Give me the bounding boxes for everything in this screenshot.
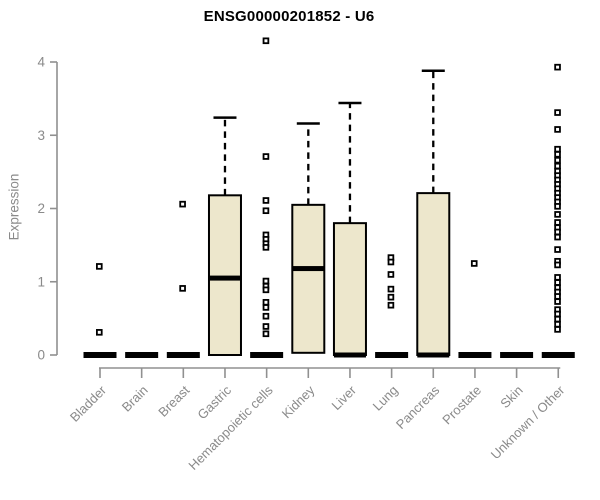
y-tick-label-2: 2: [37, 201, 45, 216]
outlier-point-prostate: [470, 260, 478, 267]
outlier-point-unknown-other: [554, 219, 561, 226]
outlier-point-bladder: [96, 263, 103, 270]
x-tick-label-bladder: Bladder: [67, 382, 110, 425]
x-tick-label-breast: Breast: [155, 382, 192, 419]
outlier-point-bladder: [96, 329, 103, 336]
outlier-point-unknown-other: [554, 211, 561, 218]
median-line-pancreas: [417, 352, 450, 358]
outlier-point-unknown-other: [554, 228, 561, 236]
outlier-point-unknown-other: [554, 203, 561, 210]
outlier-point-hematopoietic-cells: [262, 286, 270, 294]
outlier-point-unknown-other: [554, 156, 561, 164]
outlier-point-hematopoietic-cells: [262, 244, 270, 251]
box-kidney: [291, 203, 326, 354]
outlier-point-hematopoietic-cells: [262, 277, 270, 285]
x-tick-label-kidney: Kidney: [279, 382, 318, 421]
outlier-point-lung: [387, 258, 395, 266]
outlier-point-unknown-other: [554, 298, 561, 305]
outlier-point-unknown-other: [554, 162, 561, 170]
outlier-point-hematopoietic-cells: [262, 298, 270, 306]
y-tick-label-1: 1: [37, 274, 45, 289]
outlier-point-unknown-other: [554, 261, 561, 269]
zero-bar-hematopoietic-cells: [250, 352, 284, 358]
x-tick-label-prostate: Prostate: [439, 383, 484, 428]
outlier-point-unknown-other: [554, 109, 561, 116]
box-liver: [332, 222, 367, 356]
outlier-point-unknown-other: [554, 293, 561, 300]
zero-bar-brain: [125, 352, 159, 358]
zero-bar-unknown-other: [541, 352, 575, 358]
outlier-point-lung: [387, 301, 395, 309]
outlier-point-unknown-other: [554, 310, 561, 318]
outlier-point-hematopoietic-cells: [262, 304, 270, 311]
zero-bar-lung: [375, 352, 409, 358]
outlier-point-unknown-other: [554, 63, 561, 71]
chart-title: ENSG00000201852 - U6: [203, 8, 375, 25]
box-pancreas: [416, 192, 451, 356]
outlier-point-unknown-other: [554, 145, 561, 153]
median-line-liver: [333, 352, 366, 358]
outlier-point-unknown-other: [554, 233, 561, 241]
zero-bar-prostate: [458, 352, 492, 358]
outlier-point-breast: [179, 200, 186, 208]
zero-bar-breast: [166, 352, 200, 358]
zero-bar-skin: [500, 352, 534, 358]
x-tick-label-lung: Lung: [370, 383, 401, 414]
outlier-point-lung: [387, 271, 395, 278]
outlier-point-unknown-other: [554, 315, 561, 323]
outlier-point-hematopoietic-cells: [262, 312, 270, 320]
x-tick-label-gastric: Gastric: [194, 382, 234, 422]
x-tick-label-brain: Brain: [119, 383, 151, 415]
outlier-point-hematopoietic-cells: [262, 323, 270, 330]
outlier-point-unknown-other: [554, 126, 561, 133]
x-tick-label-pancreas: Pancreas: [393, 382, 443, 432]
outlier-point-unknown-other: [554, 274, 561, 281]
outlier-point-lung: [387, 285, 395, 293]
outlier-point-unknown-other: [554, 151, 561, 158]
outlier-point-hematopoietic-cells: [262, 153, 270, 160]
y-tick-label-3: 3: [37, 128, 45, 143]
y-tick-label-4: 4: [37, 55, 45, 70]
median-line-kidney: [292, 266, 325, 272]
outlier-point-hematopoietic-cells: [262, 207, 270, 215]
median-line-gastric: [208, 275, 241, 281]
zero-bar-bladder: [83, 352, 117, 358]
outlier-point-breast: [179, 285, 186, 292]
outlier-point-hematopoietic-cells: [262, 330, 270, 338]
x-tick-label-liver: Liver: [329, 382, 360, 413]
y-tick-label-0: 0: [37, 348, 45, 363]
x-tick-label-skin: Skin: [497, 383, 525, 411]
x-tick-label-unknown-other: Unknown / Other: [488, 382, 568, 462]
outlier-point-unknown-other: [554, 246, 561, 253]
outlier-point-unknown-other: [554, 320, 561, 328]
outlier-point-lung: [387, 293, 395, 301]
box-gastric: [207, 194, 242, 356]
outlier-point-unknown-other: [554, 326, 561, 333]
outlier-point-unknown-other: [554, 279, 561, 286]
outlier-point-hematopoietic-cells: [262, 197, 270, 204]
outlier-point-hematopoietic-cells: [262, 37, 270, 45]
